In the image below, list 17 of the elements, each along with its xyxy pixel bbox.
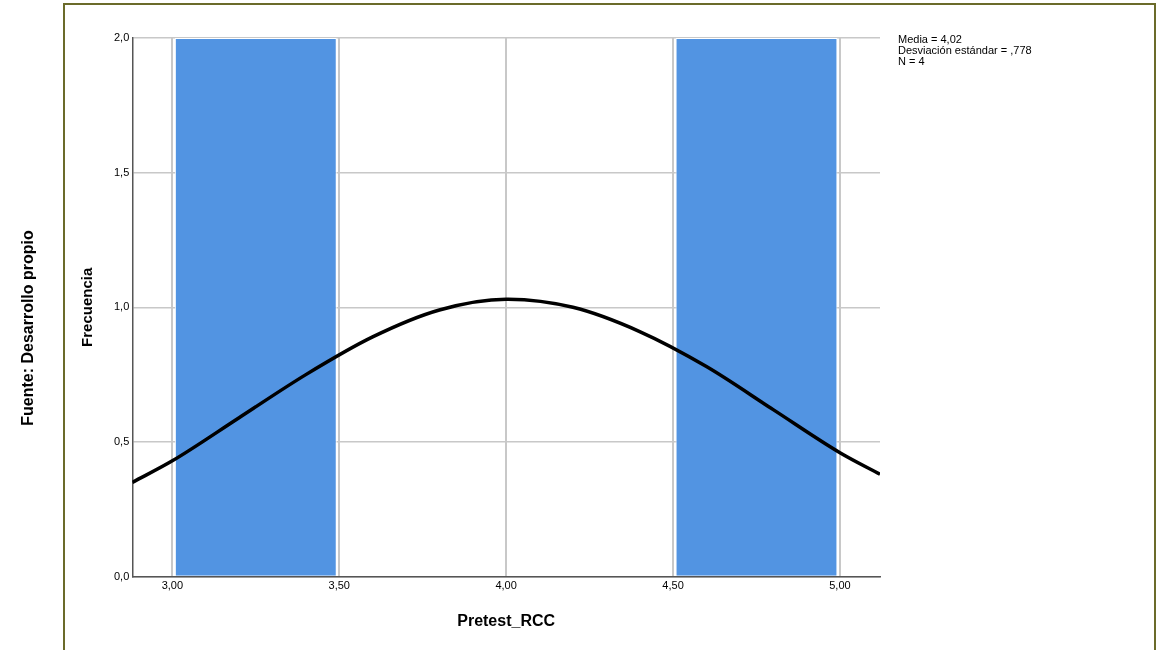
y-tick-label: 0,5	[113, 434, 130, 447]
text: Media = 4,02	[898, 32, 962, 45]
y-tick-label: 1,5	[113, 165, 130, 178]
y-axis-title: Frecuencia	[78, 267, 96, 347]
x-tick-label: 4,00	[495, 579, 517, 592]
x-tick-label: 4,50	[662, 579, 684, 592]
y-tick-label: 2,0	[113, 31, 130, 44]
y-tick-label: 0,0	[113, 569, 130, 582]
source-note: Fuente: Desarrollo propio	[19, 230, 37, 426]
x-axis-title: Pretest_RCC	[457, 611, 556, 629]
x-tick-label: 3,00	[161, 579, 184, 592]
text: Desviación estándar = ,778	[898, 43, 1032, 56]
y-tick-label: 1,0	[113, 300, 130, 313]
text: N = 4	[898, 54, 925, 67]
x-tick-label: 5,00	[829, 579, 851, 592]
line-series	[132, 297, 880, 485]
x-tick-label: 3,50	[328, 579, 350, 592]
